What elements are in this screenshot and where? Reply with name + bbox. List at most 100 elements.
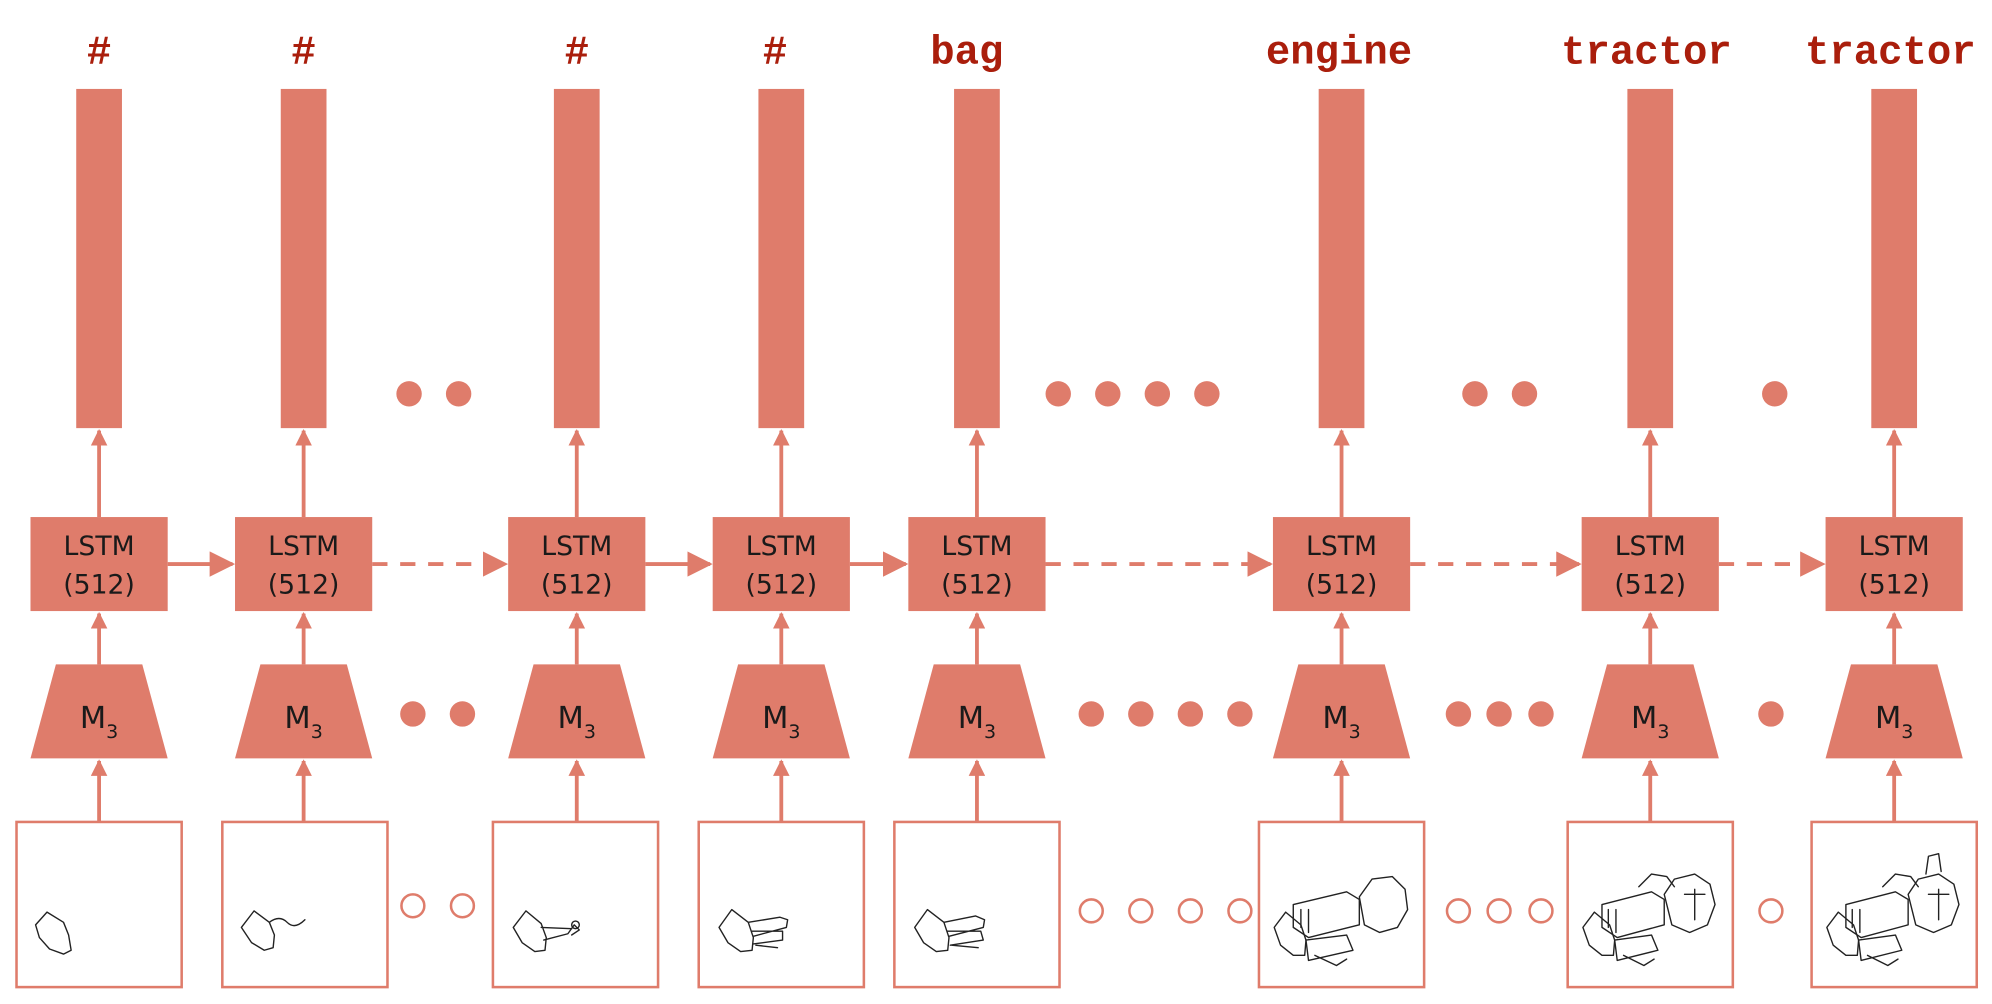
encoder-label: M3 [1875,701,1913,743]
lstm-label: LSTM [268,531,339,562]
lstm-cell [508,517,646,612]
output-vector-bar [954,88,1000,429]
sketch-frame [893,820,1061,989]
ellipsis-dot [1095,381,1121,407]
ellipsis-dots-bottom [400,893,1784,924]
ellipsis-dot [1758,701,1784,727]
output-vector-bar [76,88,122,429]
lstm-label: LSTM [746,531,817,562]
ellipsis-dots-top [396,381,1788,407]
prediction-label: bag [930,31,1003,77]
ellipsis-dot [1227,701,1253,727]
ellipsis-dot-hollow [400,893,426,919]
partial-sketch-detail [570,920,581,930]
lstm-size-label: (512) [268,569,340,600]
encoder-block [235,664,373,759]
ellipsis-dot [1177,701,1204,727]
prediction-label: tractor [1805,31,1976,77]
prediction-label: # [763,31,787,77]
ellipsis-dot [1128,701,1154,727]
sketch-frame [1257,820,1426,989]
lstm-label: LSTM [941,531,1012,562]
partial-sketch [913,908,986,953]
ellipsis-dot-hollow [1445,898,1472,924]
ellipsis-dot [1486,701,1512,727]
encoder-block [908,664,1046,759]
time-step-5: bag LSTM (512) M3 [893,31,1061,989]
sketch-frame [221,820,389,989]
ellipsis-dot [445,381,472,407]
partial-sketch [34,911,72,955]
encoder-label: M3 [80,701,118,743]
sketch-frame [697,820,866,989]
time-step-4: # LSTM (512) M3 [697,31,866,989]
lstm-size-label: (512) [1858,569,1930,600]
sketch-frame [1810,820,1979,989]
time-step-8: tractor LSTM (512) M3 [1805,31,1979,989]
encoder-label: M3 [762,701,800,743]
lstm-cell [30,517,168,612]
lstm-cell [712,517,850,612]
partial-sketch [1582,873,1716,967]
ellipsis-dot [1445,701,1472,727]
encoder-block [712,664,850,759]
output-vector-bar [553,88,600,429]
prediction-label: # [291,31,315,77]
lstm-size-label: (512) [63,569,135,600]
ellipsis-dot [400,701,426,727]
time-step-2: # LSTM (512) M3 [221,31,389,989]
encoder-block [1272,664,1411,759]
sketch-frame [491,820,660,989]
complete-sketch [1826,853,1960,967]
lstm-cell [1272,517,1411,612]
encoder-block [1581,664,1719,759]
partial-sketch [1273,875,1409,967]
lstm-size-label: (512) [1614,569,1686,600]
lstm-label: LSTM [1615,531,1686,562]
lstm-size-label: (512) [745,569,817,600]
encoder-label: M3 [284,701,322,743]
prediction-label: # [565,31,589,77]
lstm-label: LSTM [64,531,135,562]
ellipsis-dot [1528,701,1554,727]
ellipsis-dots-middle [400,701,1784,727]
sketch-frame [1566,820,1735,989]
lstm-cell [1581,517,1719,612]
output-vector-bar [1627,88,1674,429]
prediction-label: # [87,31,111,77]
lstm-size-label: (512) [1306,569,1378,600]
time-step-3: # LSTM (512) M3 [491,31,660,989]
encoder-label: M3 [1322,701,1360,743]
prediction-label: tractor [1561,31,1732,77]
sketch-frame [15,820,183,989]
lstm-cell [908,517,1046,612]
ellipsis-dot-hollow [449,893,476,919]
ellipsis-dot [1511,381,1538,407]
output-vector-bar [1318,88,1365,429]
prediction-label: engine [1266,31,1412,77]
ellipsis-dot [1078,701,1104,727]
ellipsis-dot-hollow [1528,898,1554,924]
output-vector-bar [758,88,805,429]
lstm-cell [1825,517,1963,612]
encoder-label: M3 [558,701,596,743]
output-vector-bar [280,88,327,429]
encoder-label: M3 [1631,701,1669,743]
output-vector-bar [1871,88,1918,429]
lstm-label: LSTM [541,531,612,562]
time-step-1: # LSTM (512) M3 [15,31,183,989]
lstm-cell [235,517,373,612]
time-step-7: tractor LSTM (512) M3 [1561,31,1735,989]
partial-sketch [512,910,581,953]
ellipsis-dot-hollow [1177,898,1204,924]
partial-sketch [240,910,306,951]
partial-sketch [718,908,789,953]
ellipsis-dot [1144,381,1171,407]
ellipsis-dot-hollow [1486,898,1512,924]
encoder-block [508,664,646,759]
ellipsis-dot-hollow [1227,898,1253,924]
ellipsis-dot [1762,381,1788,407]
encoder-block [1825,664,1963,759]
ellipsis-dot-hollow [1128,898,1154,924]
